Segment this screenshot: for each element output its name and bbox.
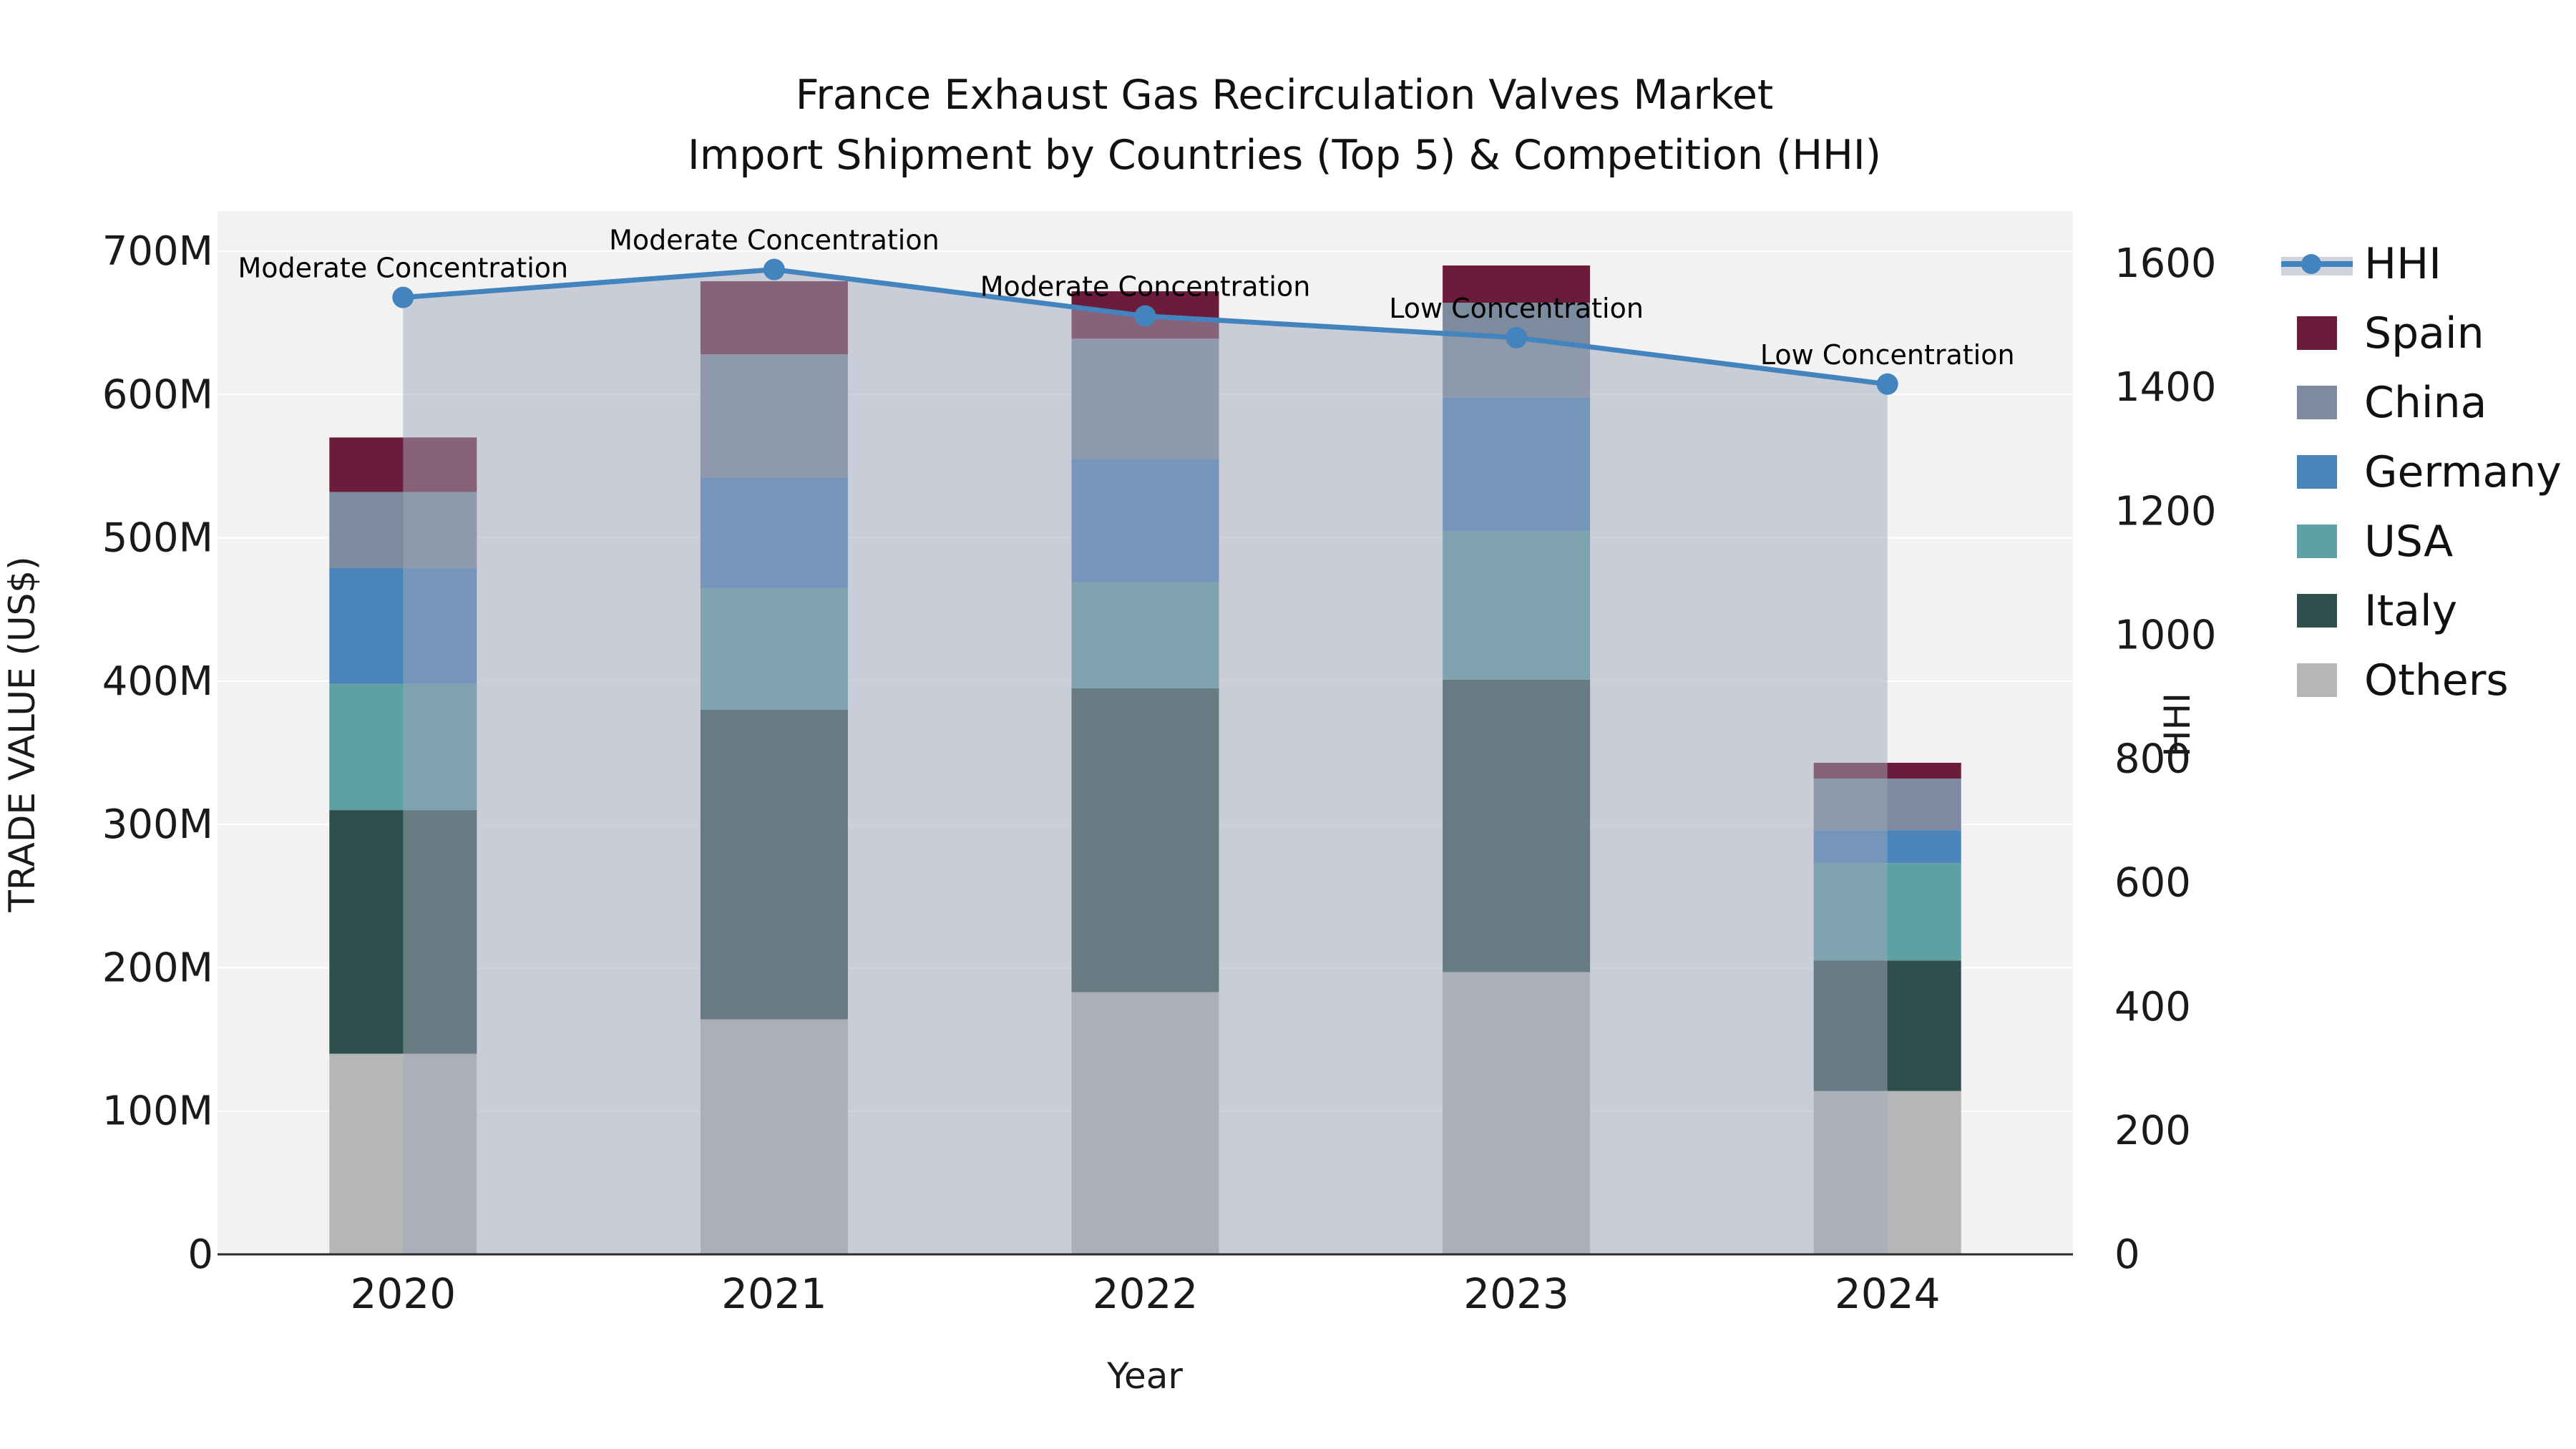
- y-right-tick-label: 200: [2114, 1108, 2191, 1154]
- y-right-axis-title: HHI: [2157, 693, 2198, 757]
- y-right-tick-label: 800: [2114, 736, 2191, 783]
- legend-swatch-germany: [2280, 455, 2354, 489]
- y-right-tick-label: 600: [2114, 860, 2191, 907]
- annotation-2020: Moderate Concentration: [238, 253, 568, 284]
- legend-label: HHI: [2364, 238, 2441, 289]
- y-left-tick-label: 100M: [102, 1088, 213, 1135]
- annotation-2023: Low Concentration: [1389, 293, 1644, 324]
- y-left-tick-label: 200M: [102, 945, 213, 991]
- legend-item-spain: Spain: [2280, 298, 2562, 368]
- annotation-2021: Moderate Concentration: [609, 225, 940, 256]
- legend-item-italy: Italy: [2280, 576, 2562, 645]
- legend: HHI Spain China Germany USA Italy Others: [2280, 229, 2562, 715]
- legend-swatch-spain: [2280, 316, 2354, 350]
- legend-swatch-china: [2280, 386, 2354, 419]
- y-left-tick-label: 300M: [102, 801, 213, 848]
- legend-swatch-italy: [2280, 594, 2354, 628]
- hhi-dot-2021: [763, 258, 785, 280]
- x-tick-label: 2022: [1093, 1269, 1199, 1318]
- y-right-tick-label: 1000: [2114, 612, 2217, 658]
- hhi-dot-2020: [392, 286, 414, 308]
- y-right-tick-label: 400: [2114, 984, 2191, 1030]
- x-axis-title: Year: [1106, 1355, 1183, 1397]
- x-tick-label: 2024: [1835, 1269, 1941, 1318]
- y-left-tick-label: 400M: [102, 658, 213, 705]
- hhi-dot-2023: [1506, 326, 1528, 348]
- y-left-tick-label: 500M: [102, 515, 213, 562]
- annotation-2024: Low Concentration: [1760, 339, 2015, 371]
- y-right-tick-label: 1200: [2114, 488, 2217, 535]
- chart-title-line1: France Exhaust Gas Recirculation Valves …: [795, 72, 1774, 119]
- y-right-tick-label: 0: [2114, 1231, 2140, 1278]
- legend-label: Germany: [2364, 447, 2562, 497]
- legend-label: Italy: [2364, 585, 2458, 636]
- x-tick-label: 2021: [721, 1269, 827, 1318]
- legend-item-others: Others: [2280, 645, 2562, 715]
- legend-item-usa: USA: [2280, 507, 2562, 576]
- y-left-tick-label: 0: [187, 1231, 213, 1278]
- hhi-dot-2022: [1134, 305, 1156, 327]
- chart-title-line2: Import Shipment by Countries (Top 5) & C…: [688, 132, 1881, 179]
- legend-label: Spain: [2364, 308, 2484, 358]
- legend-label: China: [2364, 377, 2487, 428]
- y-left-tick-label: 600M: [102, 371, 213, 418]
- y-left-axis-title: TRADE VALUE (US$): [1, 556, 43, 912]
- y-right-tick-label: 1600: [2114, 240, 2217, 287]
- bar-segment-spain-2023: [1443, 265, 1591, 303]
- x-tick-label: 2023: [1463, 1269, 1569, 1318]
- legend-label: Others: [2364, 655, 2509, 706]
- hhi-area-fill: [403, 269, 1888, 1254]
- annotation-2022: Moderate Concentration: [980, 271, 1311, 303]
- hhi-line-legend-icon: [2280, 251, 2354, 277]
- legend-swatch-usa: [2280, 525, 2354, 558]
- y-right-tick-label: 1400: [2114, 364, 2217, 411]
- x-tick-label: 2020: [350, 1269, 456, 1318]
- legend-item-germany: Germany: [2280, 437, 2562, 507]
- legend-item-china: China: [2280, 368, 2562, 437]
- y-left-tick-label: 700M: [102, 228, 213, 275]
- legend-item-hhi: HHI: [2280, 229, 2562, 298]
- legend-label: USA: [2364, 516, 2454, 567]
- hhi-dot-2024: [1876, 373, 1898, 395]
- legend-swatch-others: [2280, 663, 2354, 697]
